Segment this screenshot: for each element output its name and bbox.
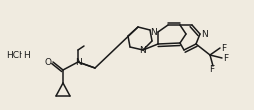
Text: F: F — [224, 53, 229, 62]
Text: H: H — [23, 50, 29, 60]
Text: N: N — [150, 28, 157, 37]
Text: N: N — [201, 29, 208, 38]
Text: O: O — [44, 58, 52, 67]
Text: F: F — [221, 43, 227, 52]
Text: F: F — [210, 64, 215, 73]
Text: N: N — [140, 46, 146, 54]
Text: N: N — [75, 58, 81, 67]
Text: ·: · — [19, 49, 23, 61]
Text: HCl: HCl — [6, 50, 22, 60]
